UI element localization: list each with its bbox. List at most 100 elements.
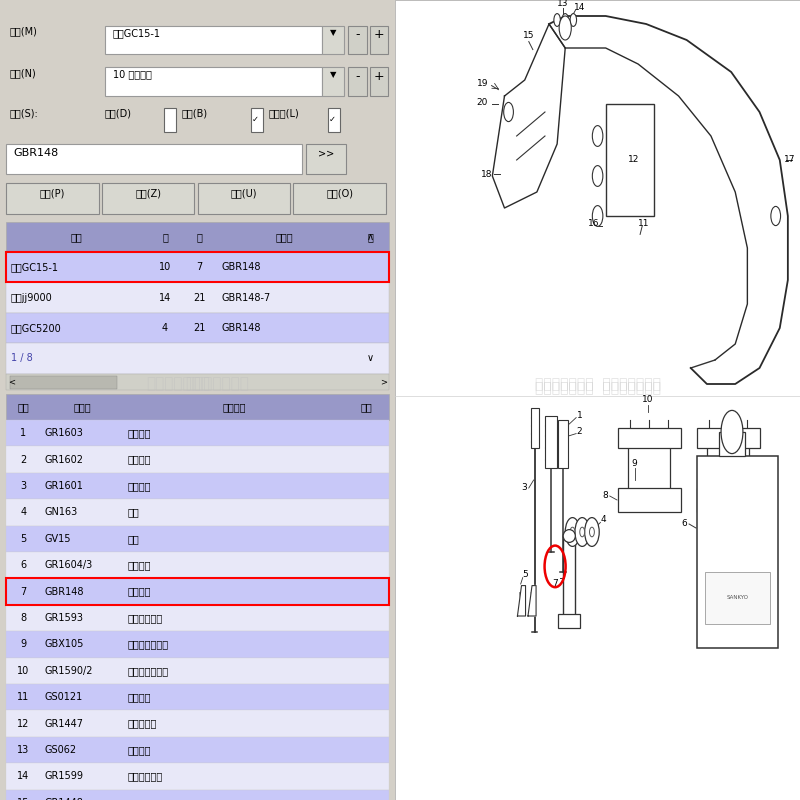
Text: 8: 8 xyxy=(20,613,26,623)
Text: 5: 5 xyxy=(20,534,26,544)
Bar xyxy=(6,446,390,473)
Text: 零件号: 零件号 xyxy=(74,402,91,412)
Polygon shape xyxy=(528,586,536,616)
Bar xyxy=(105,67,322,96)
Circle shape xyxy=(592,206,603,226)
Text: 2: 2 xyxy=(20,454,26,465)
Text: 罩壳螺钉: 罩壳螺钉 xyxy=(128,745,151,755)
Text: 上工GC5200: 上工GC5200 xyxy=(10,323,62,333)
Text: 页码(N): 页码(N) xyxy=(10,68,37,78)
Bar xyxy=(558,420,568,468)
Text: GBR148: GBR148 xyxy=(222,262,261,272)
Text: 7: 7 xyxy=(552,579,558,589)
Text: 3: 3 xyxy=(20,481,26,491)
Text: 4: 4 xyxy=(20,507,26,518)
Circle shape xyxy=(592,126,603,146)
Text: 放大(Z): 放大(Z) xyxy=(135,188,161,198)
Text: 机头连接钉座钉: 机头连接钉座钉 xyxy=(128,639,169,650)
Text: 13: 13 xyxy=(17,745,30,755)
Bar xyxy=(102,183,194,214)
Text: +: + xyxy=(374,70,384,82)
Text: 9: 9 xyxy=(631,459,637,469)
Bar xyxy=(6,282,390,313)
Text: 14: 14 xyxy=(574,3,585,13)
Text: GBX105: GBX105 xyxy=(44,639,84,650)
Bar xyxy=(705,572,770,624)
Text: 名称(D): 名称(D) xyxy=(105,108,132,118)
Text: 11: 11 xyxy=(638,219,650,229)
Circle shape xyxy=(566,518,580,546)
Bar xyxy=(606,104,654,216)
Bar xyxy=(6,20,390,58)
Text: 4: 4 xyxy=(601,515,606,525)
Bar xyxy=(322,26,344,54)
Text: 15: 15 xyxy=(523,31,534,41)
Bar xyxy=(6,420,390,446)
Text: 油第部件: 油第部件 xyxy=(128,560,151,570)
Text: 10 机头附件: 10 机头附件 xyxy=(113,70,151,80)
Text: 页: 页 xyxy=(162,232,168,242)
Text: SANKYO: SANKYO xyxy=(726,595,748,600)
Text: 中和重工企业店: 中和重工企业店 xyxy=(186,377,250,391)
Bar xyxy=(6,343,390,374)
Circle shape xyxy=(592,166,603,186)
Bar xyxy=(370,26,389,54)
Text: GBR148: GBR148 xyxy=(44,586,84,597)
Bar xyxy=(618,428,681,448)
Text: 21: 21 xyxy=(194,293,206,302)
Bar xyxy=(164,108,176,132)
Text: GR1448: GR1448 xyxy=(44,798,83,800)
Text: GR1599: GR1599 xyxy=(44,771,83,782)
Text: GN163: GN163 xyxy=(44,507,78,518)
Text: 序号: 序号 xyxy=(18,402,29,412)
Text: ▼: ▼ xyxy=(330,28,336,37)
Text: 20: 20 xyxy=(477,98,488,107)
Text: 10: 10 xyxy=(642,395,654,405)
Text: <: < xyxy=(8,378,15,386)
Text: 机头连接钉部件: 机头连接钉部件 xyxy=(128,666,169,676)
Bar xyxy=(198,183,290,214)
Text: 8: 8 xyxy=(603,491,609,501)
Circle shape xyxy=(575,518,590,546)
Bar xyxy=(697,456,778,648)
Text: 12: 12 xyxy=(628,155,640,165)
Bar xyxy=(6,737,390,763)
Text: 机型(M): 机型(M) xyxy=(10,26,38,36)
Text: 5: 5 xyxy=(522,570,528,579)
Bar xyxy=(6,473,390,499)
Text: GR1593: GR1593 xyxy=(44,613,83,623)
Text: 参考: 参考 xyxy=(360,402,372,412)
Text: +: + xyxy=(374,28,384,41)
Circle shape xyxy=(771,206,781,226)
Text: 零件名称: 零件名称 xyxy=(222,402,246,412)
Text: GBR148: GBR148 xyxy=(222,323,261,333)
Circle shape xyxy=(554,14,560,26)
Text: 缩小(U): 缩小(U) xyxy=(230,188,257,198)
Text: 查找(S):: 查找(S): xyxy=(10,108,38,118)
Text: >: > xyxy=(380,378,387,386)
Bar xyxy=(306,144,346,174)
Bar xyxy=(6,62,390,100)
Bar xyxy=(6,394,390,420)
Text: 参: 参 xyxy=(367,232,373,242)
Text: 罩壳螺钉垄圈: 罩壳螺钉垄圈 xyxy=(128,771,163,782)
Text: GBR148-7: GBR148-7 xyxy=(222,293,270,302)
Text: 14: 14 xyxy=(17,771,30,782)
Text: ∧: ∧ xyxy=(366,232,374,242)
Text: 17: 17 xyxy=(785,155,796,165)
Text: 螺丝刀大: 螺丝刀大 xyxy=(128,481,151,491)
Text: 11: 11 xyxy=(17,692,30,702)
Text: 7: 7 xyxy=(20,586,26,597)
Text: GBR148: GBR148 xyxy=(14,148,59,158)
Text: 6: 6 xyxy=(20,560,26,570)
Text: >>: >> xyxy=(318,148,334,158)
Text: 3: 3 xyxy=(521,483,527,493)
Bar xyxy=(6,605,390,631)
Text: 左包含(L): 左包含(L) xyxy=(269,108,299,118)
Text: 1: 1 xyxy=(577,411,582,421)
Bar xyxy=(294,183,386,214)
Text: 螺丝刀中: 螺丝刀中 xyxy=(128,454,151,465)
Circle shape xyxy=(570,14,577,26)
Text: ✓: ✓ xyxy=(330,115,336,124)
Bar xyxy=(6,374,390,390)
